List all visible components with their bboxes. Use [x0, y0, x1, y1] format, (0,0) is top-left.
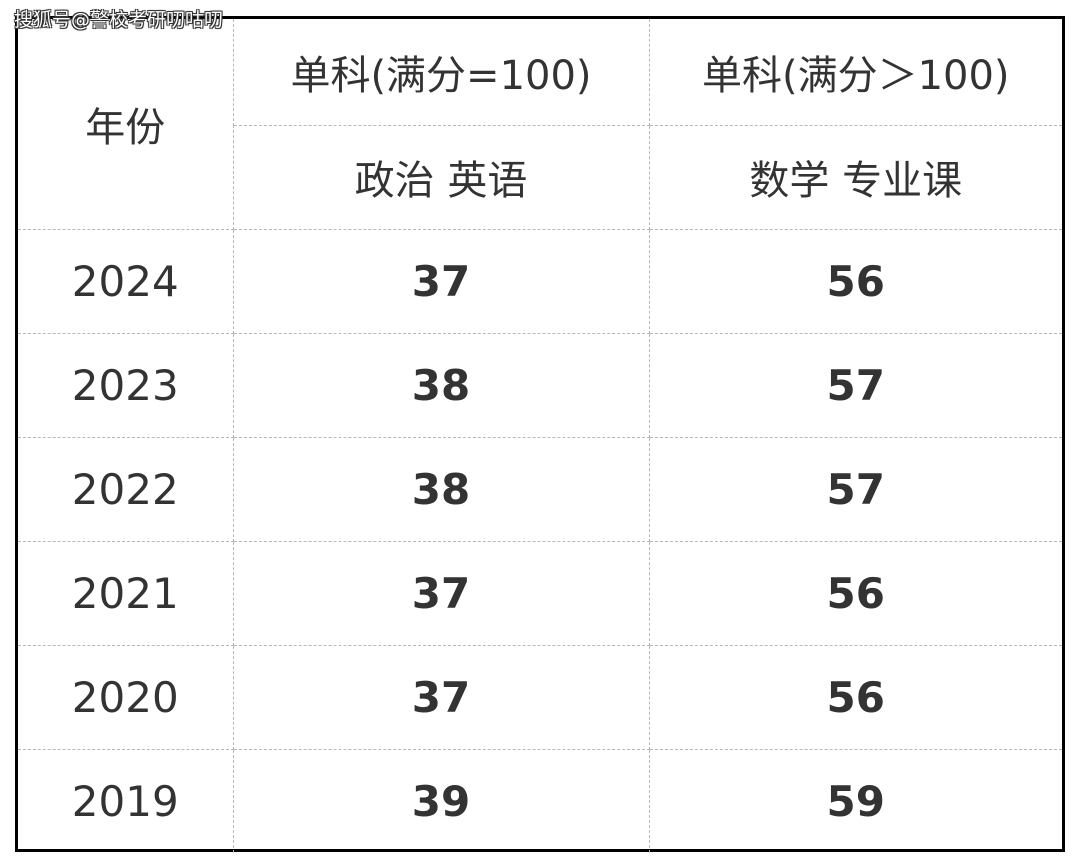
year-cell: 2023: [18, 332, 234, 438]
score-table: 年份 单科(满分=100) 单科(满分＞100) 政治 英语 数学 专业课 20…: [18, 19, 1062, 853]
score-cell-a: 37: [232, 540, 650, 646]
score-cell-b: 59: [648, 748, 1062, 853]
table-row: 2019 39 59: [18, 748, 1062, 853]
table-row: 2022 38 57: [18, 436, 1062, 542]
table-row: 2024 37 56: [18, 228, 1062, 334]
year-cell: 2021: [18, 540, 234, 646]
table-row: 2021 37 56: [18, 540, 1062, 646]
score-cell-a: 37: [232, 644, 650, 750]
header-row-bottom: 政治 英语 数学 专业课: [18, 124, 1062, 230]
score-cell-a: 39: [232, 748, 650, 853]
year-column-header: 年份: [18, 19, 234, 230]
score-table-frame: 年份 单科(满分=100) 单科(满分＞100) 政治 英语 数学 专业课 20…: [15, 16, 1065, 853]
score-cell-b: 56: [648, 228, 1062, 334]
score-cell-a: 38: [232, 436, 650, 542]
header-row-top: 年份 单科(满分=100) 单科(满分＞100): [18, 19, 1062, 230]
score-cell-b: 57: [648, 436, 1062, 542]
score-cell-b: 56: [648, 644, 1062, 750]
score-cell-b: 56: [648, 540, 1062, 646]
year-cell: 2019: [18, 748, 234, 853]
table-row: 2020 37 56: [18, 644, 1062, 750]
watermark-text: 搜狐号@警校考研叨咕叨: [14, 9, 224, 31]
group-b-subjects: 数学 专业课: [648, 124, 1062, 230]
year-cell: 2022: [18, 436, 234, 542]
year-cell: 2024: [18, 228, 234, 334]
score-cell-b: 57: [648, 332, 1062, 438]
table-row: 2023 38 57: [18, 332, 1062, 438]
group-b-header: 单科(满分＞100): [648, 19, 1062, 126]
year-cell: 2020: [18, 644, 234, 750]
group-a-header: 单科(满分=100): [232, 19, 650, 126]
score-cell-a: 37: [232, 228, 650, 334]
score-cell-a: 38: [232, 332, 650, 438]
group-a-subjects: 政治 英语: [233, 124, 650, 230]
